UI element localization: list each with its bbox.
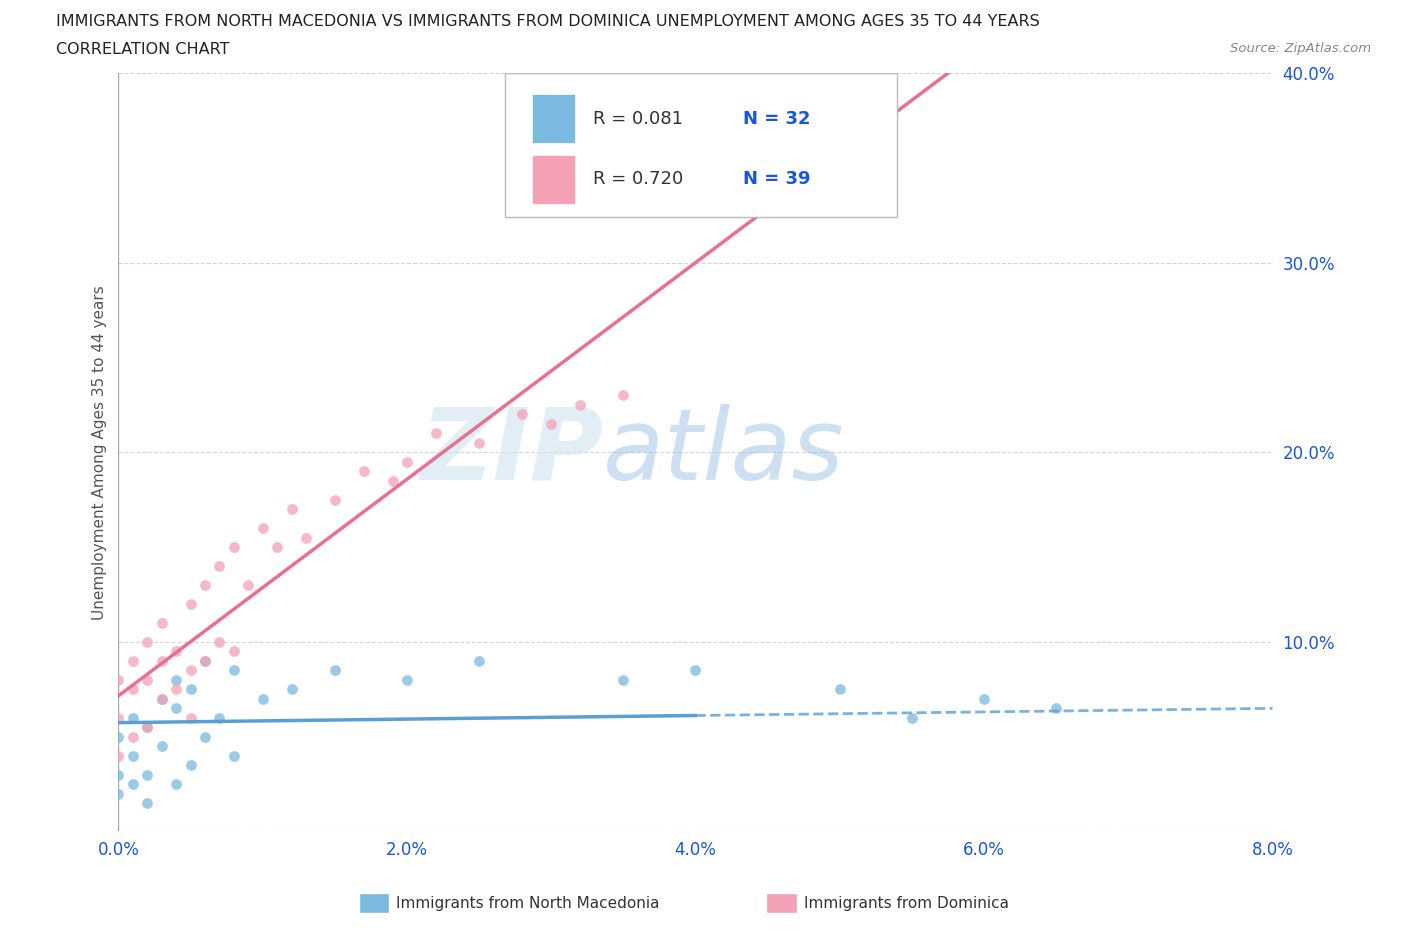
Text: atlas: atlas [603, 404, 845, 501]
Point [222, 749, 245, 764]
Text: IMMIGRANTS FROM NORTH MACEDONIA VS IMMIGRANTS FROM DOMINICA UNEMPLOYMENT AMONG A: IMMIGRANTS FROM NORTH MACEDONIA VS IMMIG… [56, 14, 1040, 29]
Point [222, 539, 245, 554]
Point [150, 691, 173, 706]
Point [122, 729, 145, 744]
Point [208, 634, 231, 649]
Text: Immigrants from Dominica: Immigrants from Dominica [804, 897, 1010, 911]
Point [425, 426, 447, 441]
Point [208, 711, 231, 725]
Point [107, 749, 129, 764]
Point [280, 682, 302, 697]
Point [901, 711, 924, 725]
Point [122, 749, 145, 764]
Point [107, 672, 129, 687]
Point [973, 691, 995, 706]
Point [194, 578, 217, 592]
Point [107, 711, 129, 725]
Point [150, 616, 173, 631]
Point [122, 682, 145, 697]
Point [208, 559, 231, 574]
Point [180, 758, 202, 773]
FancyBboxPatch shape [505, 73, 897, 218]
Point [323, 492, 346, 507]
Point [323, 663, 346, 678]
Point [107, 729, 129, 744]
Point [165, 682, 187, 697]
Point [136, 795, 159, 810]
Point [569, 397, 592, 412]
Point [150, 691, 173, 706]
Point [122, 777, 145, 791]
Point [150, 738, 173, 753]
Point [122, 711, 145, 725]
Text: CORRELATION CHART: CORRELATION CHART [56, 42, 229, 57]
Point [165, 701, 187, 716]
FancyBboxPatch shape [531, 154, 575, 204]
Point [395, 455, 418, 470]
Text: R = 0.720: R = 0.720 [593, 170, 683, 188]
Point [612, 388, 634, 403]
Text: N = 39: N = 39 [742, 170, 810, 188]
Text: Source: ZipAtlas.com: Source: ZipAtlas.com [1230, 42, 1371, 55]
Point [180, 711, 202, 725]
Point [194, 654, 217, 669]
Point [194, 729, 217, 744]
Text: N = 32: N = 32 [742, 110, 810, 127]
Point [685, 663, 707, 678]
Point [107, 767, 129, 782]
Point [165, 777, 187, 791]
FancyBboxPatch shape [531, 94, 575, 143]
Point [180, 682, 202, 697]
Point [468, 654, 491, 669]
Point [238, 578, 260, 592]
Point [828, 682, 851, 697]
Point [540, 417, 562, 432]
Point [194, 654, 217, 669]
Point [612, 672, 634, 687]
Point [122, 654, 145, 669]
Point [353, 464, 375, 479]
Point [165, 672, 187, 687]
Point [107, 786, 129, 801]
Point [136, 634, 159, 649]
Point [136, 672, 159, 687]
Point [395, 672, 418, 687]
Point [512, 407, 534, 422]
Point [468, 435, 491, 450]
Y-axis label: Unemployment Among Ages 35 to 44 years: Unemployment Among Ages 35 to 44 years [93, 285, 107, 619]
Point [222, 644, 245, 658]
Point [252, 521, 274, 536]
Point [280, 502, 302, 517]
Point [381, 473, 404, 488]
Point [295, 530, 318, 545]
Point [136, 720, 159, 735]
Point [180, 663, 202, 678]
Point [136, 720, 159, 735]
Point [150, 654, 173, 669]
Point [222, 663, 245, 678]
Point [266, 539, 288, 554]
Point [136, 767, 159, 782]
Text: Immigrants from North Macedonia: Immigrants from North Macedonia [396, 897, 659, 911]
Point [1045, 701, 1067, 716]
Point [685, 179, 707, 194]
Text: R = 0.081: R = 0.081 [593, 110, 683, 127]
Point [180, 596, 202, 611]
Point [165, 644, 187, 658]
Point [252, 691, 274, 706]
Text: ZIP: ZIP [420, 404, 603, 501]
